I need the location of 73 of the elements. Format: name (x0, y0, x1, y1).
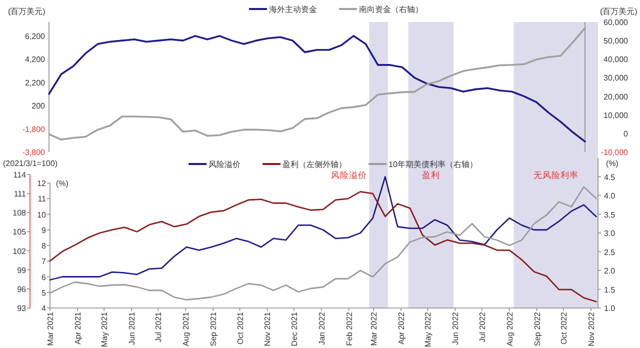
x-tick-label: Jul 2021 (154, 311, 164, 342)
y2-tick-label: 0 (624, 129, 629, 138)
x-tick-label: May 2022 (424, 311, 433, 348)
y3-tick-label: 6 (42, 272, 47, 282)
y-tick-label: 93 (17, 304, 27, 313)
x-tick-label: Aug 2021 (182, 311, 191, 346)
x-tick-label: Apr 2022 (397, 311, 406, 344)
y-tick-label: 2,200 (24, 78, 46, 88)
y3-tick-label: 4 (42, 304, 47, 313)
y-tick-label: 108 (12, 208, 27, 218)
y3-tick-label: 12 (37, 179, 47, 188)
y2-tick-label: 1.0 (604, 304, 616, 313)
y2-tick-label: 60,000 (604, 18, 629, 27)
x-tick-label: Sep 2021 (209, 311, 218, 346)
x-tick-label: Jul 2022 (478, 311, 487, 342)
y2-tick-label: 50,000 (604, 36, 629, 46)
y2-tick-label: 3.5 (604, 210, 616, 220)
y2-tick-label: 20,000 (604, 92, 629, 102)
y2-tick-label: 30,000 (604, 74, 629, 83)
y-tick-label: 200 (32, 102, 46, 111)
x-tick-label: Dec 2021 (290, 311, 299, 346)
y-tick-label: 96 (17, 284, 27, 294)
y2-tick-label: 10,000 (604, 110, 629, 120)
y2-tick-label: -10,000 (600, 148, 629, 157)
band-label: 无风险利率 (533, 170, 578, 180)
x-tick-label: Jun 2021 (128, 311, 137, 345)
x-tick-label: Mar 2022 (370, 311, 379, 346)
y3-tick-label: 8 (42, 242, 47, 250)
band-label: 盈利 (422, 170, 440, 180)
y2-tick-label: 2.5 (604, 248, 616, 257)
y-tick-label: 105 (12, 228, 27, 237)
y-axis-title: (百万美元) (8, 7, 46, 16)
y3-tick-label: 11 (38, 194, 47, 204)
y-axis-title: (2021/3/1=100) (3, 159, 58, 168)
y3-tick-label: 9 (42, 226, 47, 235)
y-tick-label: 4,200 (24, 55, 46, 64)
x-tick-label: Jun 2022 (451, 311, 460, 345)
y2-tick-label: 2.0 (604, 266, 616, 276)
legend-label: 10年期美债利率（右轴） (388, 160, 478, 169)
x-tick-label: Aug 2022 (505, 311, 514, 346)
legend-label: 海外主动资金 (269, 5, 317, 14)
legend-label: 风险溢价 (208, 160, 241, 169)
y-tick-label: 99 (17, 266, 27, 275)
x-tick-label: Jan 2022 (317, 311, 326, 345)
x-tick-label: Oct 2021 (236, 311, 245, 344)
y2-axis-title: (%) (606, 159, 619, 168)
x-tick-label: Oct 2022 (559, 311, 568, 344)
x-tick-label: May 2021 (100, 311, 110, 348)
x-tick-label: Apr 2021 (73, 311, 82, 344)
y-tick-label: -3,800 (22, 148, 46, 157)
y-tick-label: 102 (12, 246, 27, 256)
y2-tick-label: 1.5 (604, 285, 616, 294)
legend-label: 南向资金（右轴） (359, 5, 423, 14)
y-tick-label: 111 (14, 190, 27, 199)
x-tick-label: Feb 2022 (344, 311, 354, 346)
y2-tick-label: 3.0 (604, 229, 616, 238)
y-tick-label: 114 (13, 170, 27, 180)
y2-axis-title: (百万美元) (600, 7, 638, 16)
y2-tick-label: 4.5 (604, 172, 616, 182)
legend-label: 盈利（左侧外轴） (282, 160, 347, 169)
x-tick-label: Nov 2021 (263, 311, 272, 346)
y2-tick-label: 40,000 (604, 55, 629, 64)
y-tick-label: 6,200 (24, 32, 46, 41)
x-tick-label: Mar 2021 (46, 311, 55, 346)
y-tick-label: -1,800 (22, 124, 46, 134)
y3-axis-title: (%) (56, 179, 69, 188)
y3-tick-label: 5 (42, 288, 47, 298)
y3-tick-label: 10 (37, 210, 47, 220)
x-tick-label: Sep 2022 (532, 311, 542, 346)
y3-tick-label: 7 (42, 257, 47, 266)
band-label: 风险溢价 (331, 170, 368, 180)
x-tick-label: Nov 2022 (586, 311, 596, 346)
y2-tick-label: 4.0 (604, 192, 616, 200)
